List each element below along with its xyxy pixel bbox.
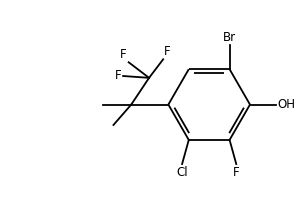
Text: F: F bbox=[164, 45, 171, 58]
Text: Br: Br bbox=[223, 31, 236, 44]
Text: F: F bbox=[115, 69, 121, 83]
Text: F: F bbox=[233, 166, 240, 179]
Text: F: F bbox=[120, 48, 127, 61]
Text: OH: OH bbox=[277, 98, 295, 111]
Text: Cl: Cl bbox=[176, 166, 188, 179]
